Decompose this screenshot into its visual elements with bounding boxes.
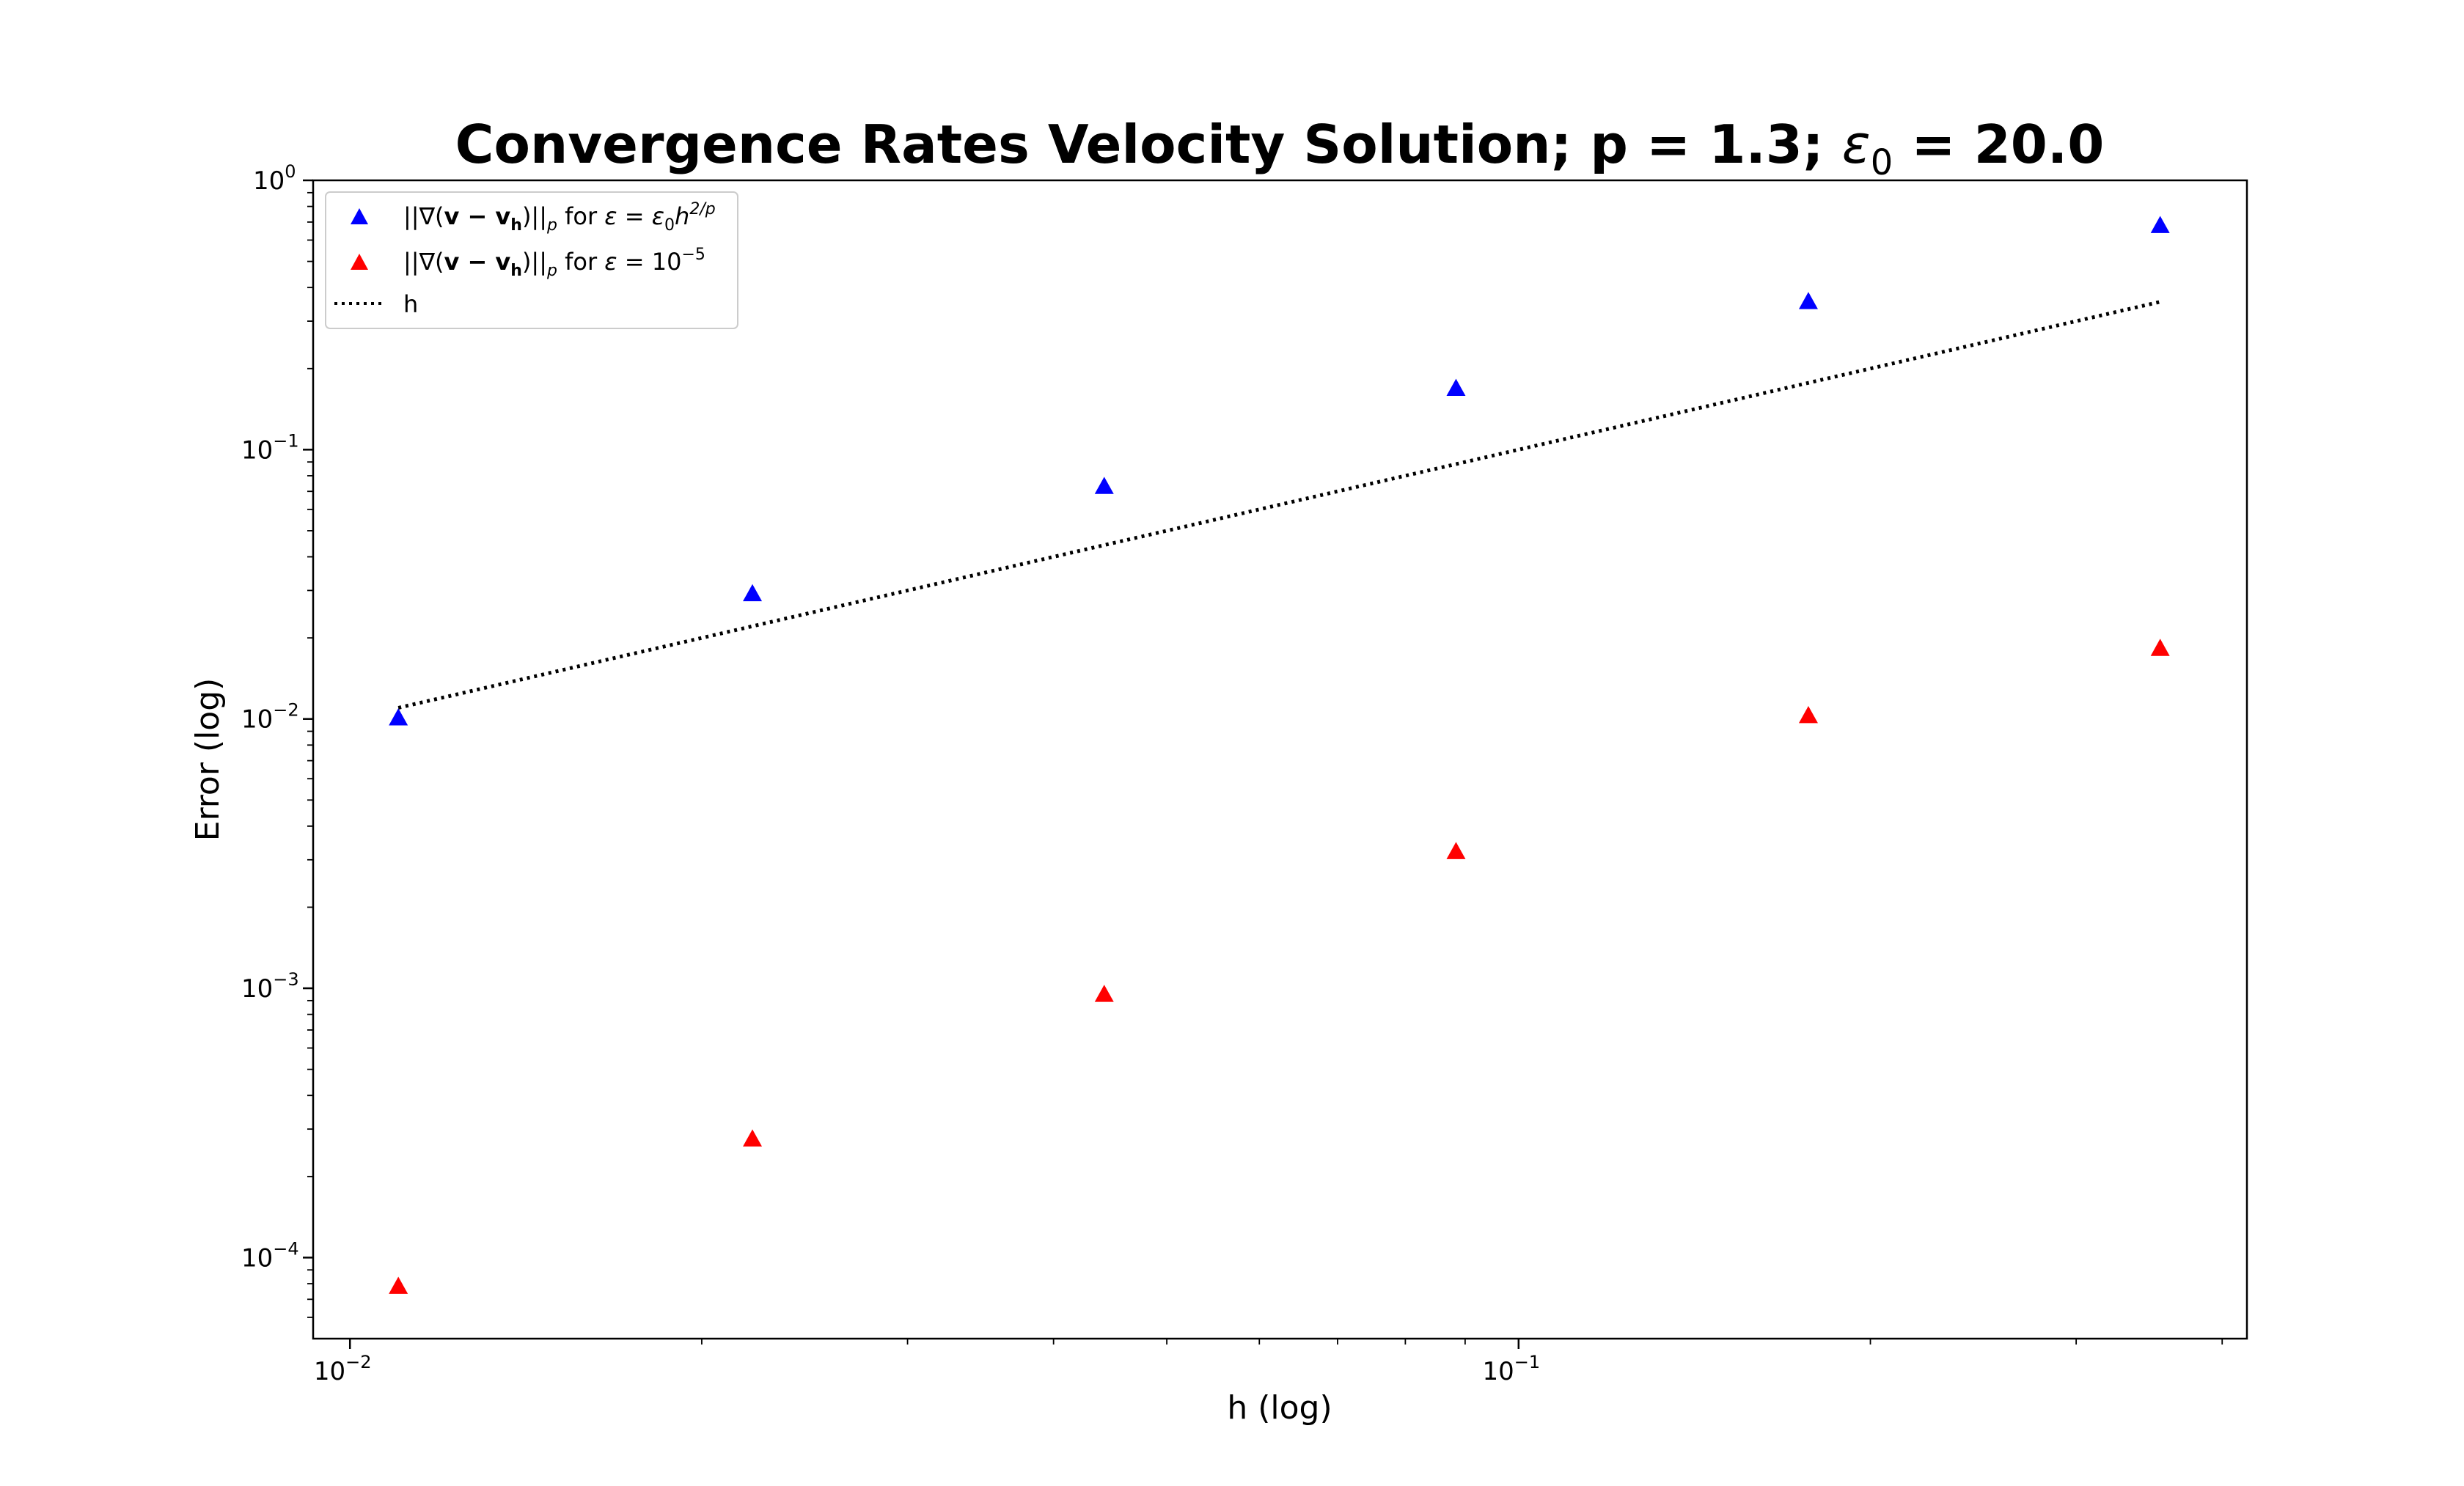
red-triangle-point [389, 1276, 408, 1294]
legend-marker-blue-triangle [351, 208, 368, 224]
red-triangle-point [1094, 985, 1114, 1002]
blue-triangle-point [1094, 477, 1114, 494]
legend-label-h: h [403, 290, 418, 318]
legend-label-blue: ||∇(v − vh)||p for ε = ε0h2/p [403, 200, 716, 235]
series-layer [389, 216, 2170, 1294]
y-axis-ticks: 100 10−1 10−2 10−3 10−4 [241, 161, 313, 1318]
legend: ||∇(v − vh)||p for ε = ε0h2/p ||∇(v − vh… [325, 191, 738, 329]
blue-triangle-point [389, 708, 408, 726]
chart-title: Convergence Rates Velocity Solution; p =… [455, 114, 2105, 183]
y-tick-label: 10−4 [241, 1238, 299, 1273]
legend-box [325, 191, 738, 329]
blue-triangle-point [1798, 292, 1818, 309]
y-tick-label: 100 [253, 161, 296, 196]
plot-area [312, 179, 2248, 1340]
blue-triangle-point [1446, 378, 1466, 397]
blue-triangle-point [743, 584, 763, 602]
y-tick-label: 10−1 [241, 430, 299, 465]
y-tick-label: 10−2 [241, 700, 299, 735]
legend-marker-red-triangle [351, 254, 368, 270]
red-triangle-point [2150, 639, 2170, 656]
x-tick-label: 10−1 [1482, 1352, 1540, 1386]
legend-label-red: ||∇(v − vh)||p for ε = 10−5 [403, 246, 705, 280]
red-triangle-point [743, 1129, 763, 1147]
red-triangle-point [1798, 705, 1818, 724]
x-axis-ticks: 10−2 10−1 [314, 1339, 2223, 1386]
blue-triangle-point [2150, 216, 2170, 233]
x-tick-label: 10−2 [314, 1352, 372, 1386]
y-axis-label: Error (log) [189, 678, 227, 842]
y-tick-label: 10−3 [241, 969, 299, 1004]
red-triangle-point [1446, 842, 1466, 859]
reference-line-h [397, 300, 2161, 710]
x-axis-label: h (log) [1227, 1389, 1332, 1427]
